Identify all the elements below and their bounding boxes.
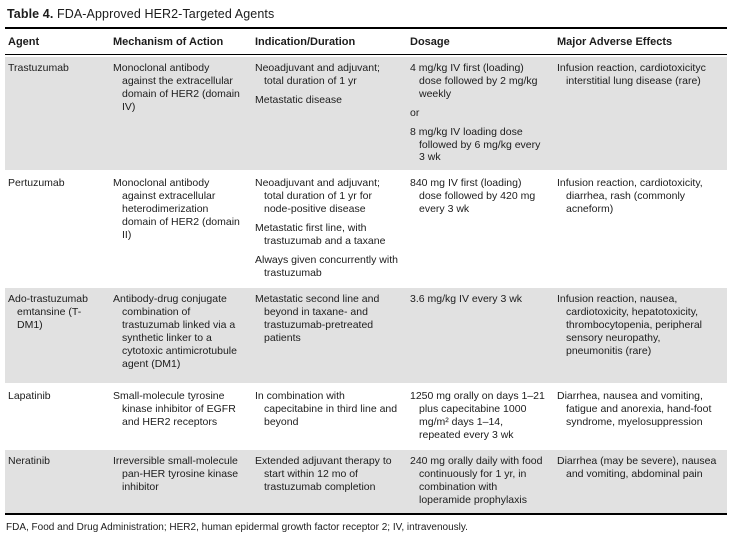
cell-text: Trastuzumab bbox=[8, 62, 69, 74]
table-row: Trastuzumab Monoclonal antibody against … bbox=[5, 55, 727, 173]
cell-mechanism: Small-molecule tyrosine kinase inhibitor… bbox=[110, 385, 252, 450]
cell-agent: Pertuzumab bbox=[5, 172, 110, 289]
table-header: Agent Mechanism of Action Indication/Dur… bbox=[5, 29, 727, 55]
cell-agent: Lapatinib bbox=[5, 385, 110, 450]
cell-agent: Trastuzumab bbox=[5, 55, 110, 173]
column-header-mechanism: Mechanism of Action bbox=[110, 29, 252, 55]
table-number: Table 4. bbox=[7, 7, 54, 21]
cell-dosage: 1250 mg orally on days 1–21 plus capecit… bbox=[407, 385, 554, 450]
cell-dosage: 4 mg/kg IV first (loading) dose followed… bbox=[407, 55, 554, 173]
cell-agent: Ado-trastuzumab emtansine (T-DM1) bbox=[5, 288, 110, 386]
cell-text: 840 mg IV first (loading) dose followed … bbox=[410, 177, 536, 216]
cell-indication: Extended adjuvant therapy to start withi… bbox=[252, 449, 407, 515]
cell-mechanism: Antibody-drug conjugate combination of t… bbox=[110, 288, 252, 386]
cell-text: Diarrhea, nausea and vomiting, fatigue a… bbox=[557, 390, 712, 429]
cell-text: Neoadjuvant and adjuvant; total duration… bbox=[255, 177, 380, 216]
column-header-indication: Indication/Duration bbox=[252, 29, 407, 55]
cell-text: Lapatinib bbox=[8, 390, 51, 403]
cell-text: Infusion reaction, cardiotoxicity, diarr… bbox=[557, 177, 703, 216]
her2-agents-table: Agent Mechanism of Action Indication/Dur… bbox=[5, 27, 727, 515]
cell-indication: In combination with capecitabine in thir… bbox=[252, 385, 407, 450]
cell-mechanism: Irreversible small-molecule pan-HER tyro… bbox=[110, 449, 252, 515]
cell-indication: Metastatic second line and beyond in tax… bbox=[252, 288, 407, 386]
table-body: Trastuzumab Monoclonal antibody against … bbox=[5, 55, 727, 515]
cell-adverse-effects: Diarrhea (may be severe), nausea and vom… bbox=[554, 449, 727, 515]
table-row: Lapatinib Small-molecule tyrosine kinase… bbox=[5, 385, 727, 450]
cell-text: Neratinib bbox=[8, 454, 51, 467]
cell-text: Always given concurrently with trastuzum… bbox=[255, 253, 398, 279]
cell-adverse-effects: Diarrhea, nausea and vomiting, fatigue a… bbox=[554, 385, 727, 450]
column-header-dosage: Dosage bbox=[407, 29, 554, 55]
cell-text: Monoclonal antibody against the extracel… bbox=[113, 62, 240, 113]
cell-text: Metastatic first line, with trastuzumab … bbox=[255, 222, 386, 247]
cell-text: In combination with capecitabine in thir… bbox=[255, 390, 398, 429]
cell-adverse-effects: Infusion reaction, cardiotoxicity, diarr… bbox=[554, 172, 727, 289]
cell-text: Small-molecule tyrosine kinase inhibitor… bbox=[113, 390, 236, 429]
cell-adverse-effects: Infusion reaction, nausea, cardiotoxicit… bbox=[554, 288, 727, 386]
table-title-text: FDA-Approved HER2-Targeted Agents bbox=[53, 7, 275, 21]
cell-dosage: 840 mg IV first (loading) dose followed … bbox=[407, 172, 554, 289]
cell-text: Extended adjuvant therapy to start withi… bbox=[255, 454, 392, 493]
cell-indication: Neoadjuvant and adjuvant; total duration… bbox=[252, 55, 407, 173]
cell-adverse-effects: Infusion reaction, cardiotoxicityc inter… bbox=[554, 55, 727, 173]
cell-dosage: 3.6 mg/kg IV every 3 wk bbox=[407, 288, 554, 386]
cell-text: 1250 mg orally on days 1–21 plus capecit… bbox=[410, 390, 545, 442]
cell-mechanism: Monoclonal antibody against the extracel… bbox=[110, 55, 252, 173]
table-row: Neratinib Irreversible small-molecule pa… bbox=[5, 449, 727, 515]
cell-text: Irreversible small-molecule pan-HER tyro… bbox=[113, 454, 239, 493]
table-row: Pertuzumab Monoclonal antibody against e… bbox=[5, 172, 727, 289]
cell-mechanism: Monoclonal antibody against extracellula… bbox=[110, 172, 252, 289]
table-footnote: FDA, Food and Drug Administration; HER2,… bbox=[6, 521, 468, 533]
cell-text: Infusion reaction, nausea, cardiotoxicit… bbox=[557, 293, 702, 357]
header-row: Agent Mechanism of Action Indication/Dur… bbox=[5, 29, 727, 55]
column-header-agent: Agent bbox=[5, 29, 110, 55]
cell-text: Antibody-drug conjugate combination of t… bbox=[113, 293, 237, 370]
table-row: Ado-trastuzumab emtansine (T-DM1) Antibo… bbox=[5, 288, 727, 386]
column-header-adverse-effects: Major Adverse Effects bbox=[554, 29, 727, 55]
cell-text: Infusion reaction, cardiotoxicityc inter… bbox=[557, 62, 706, 87]
cell-text: Pertuzumab bbox=[8, 177, 65, 190]
cell-text: 3.6 mg/kg IV every 3 wk bbox=[410, 293, 523, 306]
cell-text: 240 mg orally daily with food continuous… bbox=[410, 454, 543, 506]
cell-dosage: 240 mg orally daily with food continuous… bbox=[407, 449, 554, 515]
table-title: Table 4. FDA-Approved HER2-Targeted Agen… bbox=[5, 5, 721, 27]
cell-text: Monoclonal antibody against extracellula… bbox=[113, 177, 240, 241]
cell-text: or bbox=[410, 106, 420, 119]
cell-text: 8 mg/kg IV loading dose followed by 6 mg… bbox=[410, 125, 541, 164]
cell-text: Metastatic disease bbox=[255, 93, 342, 106]
cell-text: Metastatic second line and beyond in tax… bbox=[255, 293, 380, 345]
cell-indication: Neoadjuvant and adjuvant; total duration… bbox=[252, 172, 407, 289]
cell-text: Diarrhea (may be severe), nausea and vom… bbox=[557, 454, 717, 480]
cell-agent: Neratinib bbox=[5, 449, 110, 515]
cell-text: Ado-trastuzumab emtansine (T-DM1) bbox=[8, 293, 88, 332]
cell-text: Neoadjuvant and adjuvant; total duration… bbox=[255, 62, 380, 87]
cell-text: 4 mg/kg IV first (loading) dose followed… bbox=[410, 62, 538, 100]
